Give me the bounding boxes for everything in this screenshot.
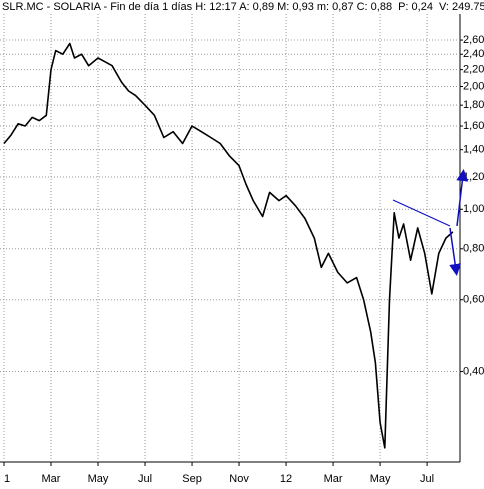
x-tick-label: May [370, 473, 391, 485]
up-arrow [456, 169, 469, 227]
x-tick-label: Jul [138, 473, 152, 485]
header-annotation: P: 0,24 [398, 1, 433, 13]
header-annotation: V: 249.75 [439, 1, 484, 13]
y-tick-label: 0,80 [463, 243, 484, 255]
y-tick-label: 0,60 [463, 294, 484, 306]
x-tick-label: Nov [229, 473, 249, 485]
y-tick-label: 2,00 [463, 80, 484, 92]
y-tick-label: 1,20 [463, 171, 484, 183]
y-tick-label: 1,40 [463, 144, 484, 156]
price-line [3, 42, 454, 449]
y-tick-label: 1,60 [463, 120, 484, 132]
y-tick-label: 1,00 [463, 203, 484, 215]
chart-title: SLR.MC - SOLARIA - Fin de día 1 días H: … [2, 1, 392, 13]
y-tick-label: 2,20 [463, 64, 484, 76]
x-tick-label: Mar [42, 473, 61, 485]
y-tick-label: 1,80 [463, 99, 484, 111]
down-arrow [449, 227, 462, 276]
x-tick-label: Sep [182, 473, 202, 485]
trend-line [392, 199, 451, 227]
x-tick-label: Jul [420, 473, 434, 485]
y-tick-label: 0,40 [463, 365, 484, 377]
y-tick-label: 2,40 [463, 48, 484, 60]
x-tick-label: 12 [280, 473, 292, 485]
x-tick-label: 1 [4, 473, 10, 485]
x-tick-label: Mar [324, 473, 343, 485]
y-tick-label: 2,60 [463, 34, 484, 46]
x-tick-label: May [88, 473, 109, 485]
